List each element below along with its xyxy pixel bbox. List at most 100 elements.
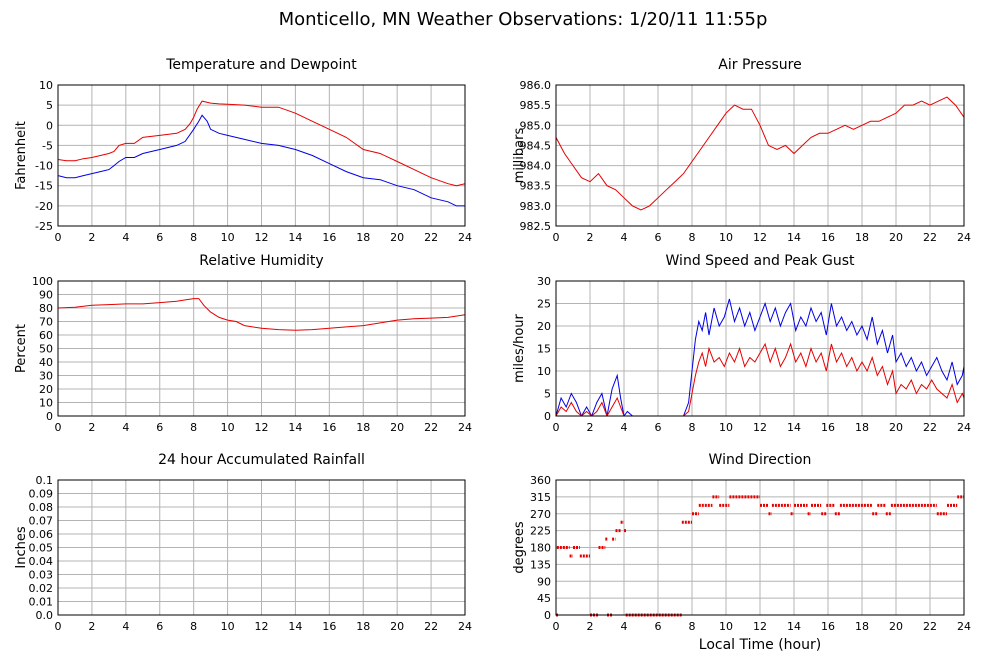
x-tick-label: 16 [322,620,336,633]
y-axis-label: Inches [14,526,29,568]
x-tick-label: 2 [88,231,95,244]
x-tick-label: 2 [88,421,95,434]
series-line-2 [556,342,964,416]
x-tick-label: 20 [390,231,404,244]
series-line-1 [58,100,465,187]
x-tick-label: 10 [221,231,235,244]
x-tick-label: 4 [621,421,628,434]
x-tick-label: 20 [390,620,404,633]
y-tick-label: 20 [39,383,53,396]
x-tick-label: 2 [587,421,594,434]
plot-frame [57,280,466,417]
x-tick-label: 24 [957,620,971,633]
x-tick-label: 0 [553,421,560,434]
x-tick-label: 4 [122,620,129,633]
x-tick-label: 8 [190,421,197,434]
x-tick-label: 14 [787,620,801,633]
x-tick-label: 18 [356,421,370,434]
x-tick-label: 8 [190,231,197,244]
y-tick-label: 0.1 [36,474,54,487]
x-tick-label: 4 [122,231,129,244]
y-tick-label: 25 [537,298,551,311]
y-tick-label: 983.5 [520,180,552,193]
y-tick-label: 270 [530,508,551,521]
x-tick-label: 12 [753,620,767,633]
x-tick-label: 6 [655,421,662,434]
x-tick-label: 14 [288,231,302,244]
x-tick-label: 22 [424,620,438,633]
x-tick-label: 24 [957,231,971,244]
y-tick-label: 0.07 [29,515,54,528]
y-tick-label: 0.04 [29,555,54,568]
series-line-1 [556,298,964,416]
y-tick-label: 984.0 [520,160,552,173]
x-tick-label: 6 [156,421,163,434]
x-tick-label: 20 [889,231,903,244]
y-tick-label: 70 [39,316,53,329]
x-tick-label: 24 [458,620,472,633]
panel-title: Wind Direction [709,452,812,468]
x-tick-label: 12 [753,231,767,244]
panel-title: Temperature and Dewpoint [165,57,357,73]
x-tick-label: 2 [587,231,594,244]
y-tick-label: 15 [537,343,551,356]
y-tick-label: 90 [39,289,53,302]
panel-title: Air Pressure [718,57,801,73]
y-tick-label: 985.0 [520,119,552,132]
x-tick-label: 24 [458,231,472,244]
x-tick-label: 8 [689,620,696,633]
y-tick-label: 135 [530,558,551,571]
plot-frame [57,479,466,616]
x-tick-label: 12 [255,421,269,434]
x-tick-label: 18 [356,620,370,633]
plot-frame [555,479,965,616]
x-tick-label: 8 [689,231,696,244]
y-tick-label: 0.02 [29,582,54,595]
y-tick-label: 983.0 [520,200,552,213]
y-tick-label: -10 [35,160,53,173]
x-tick-label: 22 [923,421,937,434]
x-tick-label: 2 [88,620,95,633]
x-tick-label: 10 [719,231,733,244]
y-axis-label: millibars [512,128,527,184]
y-tick-label: 45 [537,592,551,605]
y-tick-label: 50 [39,343,53,356]
panel-title: Relative Humidity [199,253,323,269]
y-tick-label: 985.5 [520,99,552,112]
y-tick-label: 10 [39,79,53,92]
y-tick-label: 0 [46,410,53,423]
x-tick-label: 18 [855,421,869,434]
x-tick-label: 10 [719,620,733,633]
x-tick-label: 2 [587,620,594,633]
y-tick-label: 360 [530,474,551,487]
y-tick-label: 982.5 [520,220,552,233]
y-tick-label: 0.03 [29,569,54,582]
y-tick-label: 5 [46,99,53,112]
x-tick-label: 12 [255,231,269,244]
y-tick-label: 0.05 [29,542,54,555]
plot-frame [555,84,965,227]
x-tick-label: 6 [655,231,662,244]
y-tick-label: 30 [39,370,53,383]
y-tick-label: 0.09 [29,488,54,501]
chart-panel-5: 0.00.010.020.030.040.050.060.070.080.090… [14,452,472,633]
y-tick-label: 0 [544,609,551,622]
panel-title: Wind Speed and Peak Gust [666,253,855,269]
y-tick-label: 0.0 [36,609,54,622]
y-tick-label: 10 [537,365,551,378]
y-tick-label: 315 [530,491,551,504]
x-tick-label: 10 [221,421,235,434]
y-axis-label: miles/hour [512,313,527,382]
x-tick-label: 6 [156,231,163,244]
x-tick-label: 6 [156,620,163,633]
x-tick-label: 0 [553,620,560,633]
x-tick-label: 10 [719,421,733,434]
y-tick-label: 0.08 [29,501,54,514]
x-tick-label: 12 [753,421,767,434]
y-tick-label: 100 [32,275,53,288]
